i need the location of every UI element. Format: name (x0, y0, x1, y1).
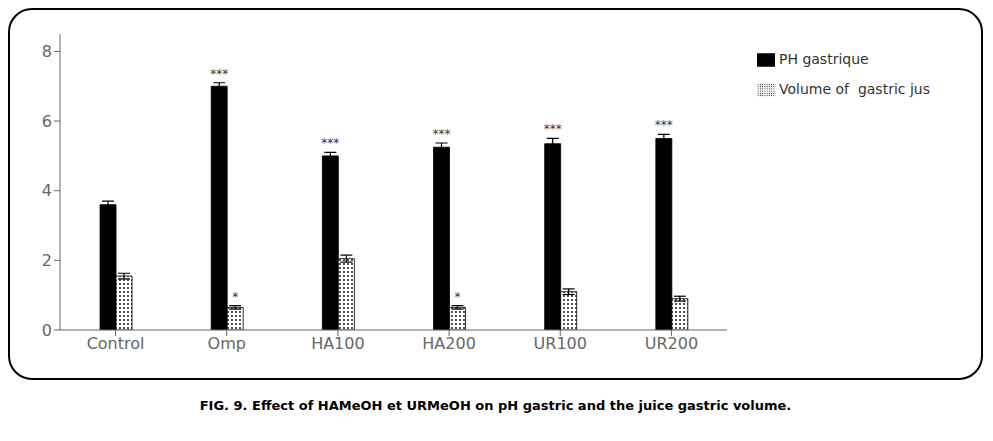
html-text:FIG. 9. Effect of HAMeOH et UR: FIG. 9. Effect of HAMeOH et URMeOH on pH… (199, 398, 792, 413)
svg-text:0: 0 (42, 321, 52, 340)
svg-text:Omp: Omp (208, 334, 246, 353)
svg-text:2: 2 (42, 251, 52, 270)
svg-text:***: *** (321, 136, 339, 150)
svg-text:*: * (232, 290, 238, 304)
html-text:Volume of gastric jus: Volume of gastric jus (779, 81, 930, 97)
svg-text:4: 4 (42, 181, 52, 200)
svg-text:***: *** (544, 122, 562, 136)
svg-text:HA100: HA100 (311, 334, 365, 353)
svg-text:UR200: UR200 (645, 334, 698, 353)
svg-text:***: *** (210, 67, 228, 81)
svg-text:8: 8 (42, 42, 52, 61)
svg-text:***: *** (433, 127, 451, 141)
svg-text:6: 6 (42, 112, 52, 131)
svg-text:Control: Control (87, 334, 145, 353)
svg-text:HA200: HA200 (422, 334, 476, 353)
svg-text:UR100: UR100 (534, 334, 587, 353)
svg-text:*: * (455, 290, 461, 304)
html-text:PH gastrique: PH gastrique (779, 51, 869, 67)
svg-text:***: *** (655, 118, 673, 132)
